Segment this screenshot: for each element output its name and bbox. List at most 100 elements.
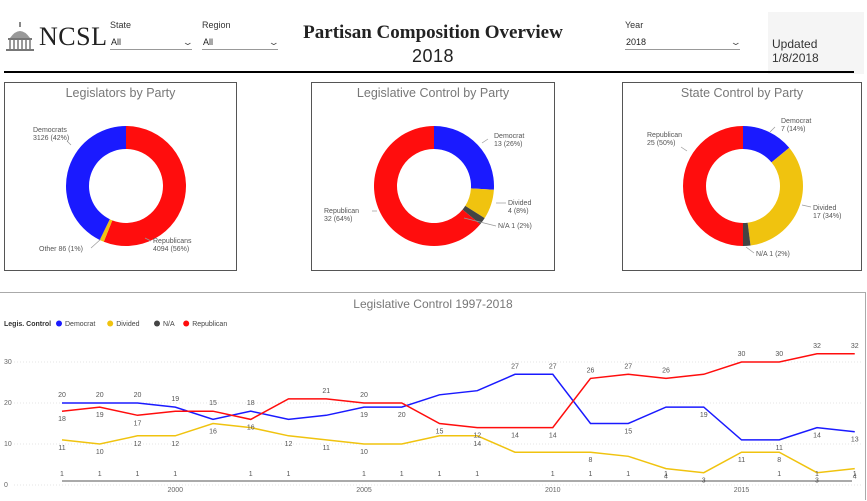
data-label: 19 (96, 412, 104, 419)
data-label: 27 (511, 363, 519, 370)
ncsl-logo[interactable]: NCSL (4, 22, 107, 52)
data-label: 1 (136, 471, 140, 478)
slice-label: Republicans (153, 238, 192, 245)
data-label: 11 (323, 445, 330, 452)
year-filter: Year 2018 ⌄ (625, 20, 742, 50)
series-line-democrat[interactable] (62, 373, 855, 441)
data-label: 1 (98, 471, 102, 478)
series-line-divided[interactable] (61, 422, 855, 474)
donut-slice-republican[interactable] (683, 126, 743, 246)
updated-date: Updated 1/8/2018 (768, 12, 864, 74)
legend-label[interactable]: N/A (163, 321, 175, 328)
slice-value-label: 32 (64%) (324, 216, 352, 223)
data-label: 32 (851, 343, 859, 350)
slice-value-label: 4 (8%) (508, 208, 529, 215)
donut-slice-na[interactable] (462, 205, 485, 225)
data-label: 17 (134, 420, 142, 427)
data-label: 15 (436, 429, 444, 436)
data-label: 1 (853, 471, 857, 478)
x-tick-label: 2000 (167, 487, 183, 494)
donut-slice-democrat[interactable] (743, 126, 790, 163)
leader-line (66, 140, 72, 146)
data-label: 3 (815, 478, 819, 485)
data-label: 20 (398, 412, 406, 419)
data-label: 1 (249, 471, 253, 478)
donut-slice-democrats[interactable] (65, 126, 126, 240)
data-label: 1 (626, 471, 630, 478)
donut-slice-democrat[interactable] (434, 126, 494, 190)
x-tick-label: 2005 (356, 487, 372, 494)
slice-label: Democrat (781, 118, 811, 125)
slice-label: N/A 1 (2%) (756, 251, 790, 258)
leader-line (144, 237, 152, 242)
legend-marker (56, 320, 62, 327)
data-label: 27 (549, 363, 557, 370)
donut-slice-republican[interactable] (373, 126, 481, 246)
legend-marker (107, 320, 114, 327)
legend-marker (154, 320, 160, 327)
data-label: 20 (96, 392, 104, 399)
slice-label: Republican (324, 208, 359, 215)
logo-text: NCSL (39, 22, 108, 51)
legend-title: Legis. Control (4, 321, 51, 328)
leader-line (801, 204, 812, 208)
chart-title: Legislative Control by Party (356, 86, 510, 100)
slice-value-label: 3126 (42%) (33, 135, 69, 142)
region-filter-label: Region (202, 20, 231, 30)
legend-label[interactable]: Democrat (65, 321, 95, 328)
donut-slice-divided[interactable] (747, 147, 803, 246)
region-dropdown[interactable]: All ⌄ (202, 35, 281, 50)
legend-marker (183, 320, 190, 327)
data-label: 3 (702, 478, 706, 485)
year-dropdown-value: 2018 (626, 37, 647, 47)
leader-line (769, 126, 776, 133)
slice-label: Divided (508, 200, 531, 207)
x-tick-label: 2010 (545, 487, 561, 494)
capitol-dome-icon (6, 22, 34, 51)
legend-label[interactable]: Divided (116, 321, 139, 328)
slice-value-label: 4094 (56%) (153, 246, 189, 253)
data-label: 19 (360, 412, 368, 419)
state-dropdown-value: All (111, 37, 122, 47)
region-dropdown-value: All (203, 37, 214, 47)
data-label: 20 (360, 392, 368, 399)
data-label: 10 (360, 449, 368, 456)
chevron-down-icon: ⌄ (268, 36, 281, 47)
data-label: 16 (247, 424, 255, 431)
data-label: 14 (813, 433, 821, 440)
slice-value-label: 17 (34%) (813, 213, 841, 220)
page-title: Partisan Composition Overview 2018 (288, 22, 578, 67)
chart-title: Legislators by Party (65, 86, 176, 100)
data-label: 1 (362, 471, 366, 478)
data-label: 1 (815, 471, 819, 478)
leader-line (463, 217, 497, 227)
data-label: 11 (776, 445, 783, 452)
donut-slice-na[interactable] (743, 222, 751, 246)
state-dropdown[interactable]: All ⌄ (110, 35, 194, 50)
series-line-republican[interactable] (61, 353, 855, 429)
legend-label[interactable]: Republican (192, 321, 227, 328)
slice-value-label: 7 (14%) (781, 126, 806, 133)
page-title-text: Partisan Composition Overview (303, 22, 563, 43)
data-label: 13 (851, 437, 859, 444)
data-label: 12 (171, 441, 179, 448)
donut-slice-republicans[interactable] (103, 126, 186, 246)
slice-label: Divided (813, 205, 836, 212)
year-dropdown[interactable]: 2018 ⌄ (625, 35, 742, 50)
state-filter-label: State (110, 20, 132, 30)
data-label: 1 (438, 471, 442, 478)
slice-value-label: 25 (50%) (647, 140, 675, 147)
donut-slice-divided[interactable] (465, 188, 494, 219)
leader-line (680, 146, 688, 152)
leader-line (745, 246, 755, 254)
data-label: 14 (511, 433, 519, 440)
line-chart-title: Legislative Control 1997-2018 (353, 297, 513, 311)
data-label: 16 (209, 429, 217, 436)
data-label: 20 (134, 392, 142, 399)
data-label: 27 (624, 363, 632, 370)
y-tick-label: 0 (4, 482, 8, 489)
donut-slice-other[interactable] (99, 219, 113, 242)
data-label: 20 (58, 392, 66, 399)
